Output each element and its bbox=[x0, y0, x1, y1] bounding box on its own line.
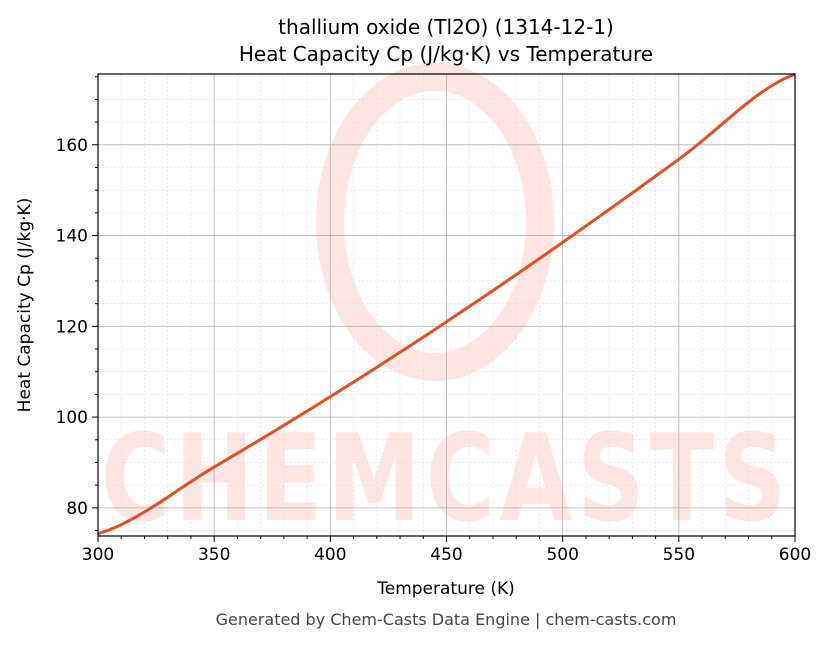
y-tick-label: 120 bbox=[56, 317, 88, 337]
x-tick-label: 600 bbox=[779, 545, 811, 565]
y-tick-label: 160 bbox=[56, 136, 88, 156]
series-line bbox=[97, 72, 796, 536]
y-axis-label: Heat Capacity Cp (J/kg·K) bbox=[15, 198, 35, 413]
watermark-logo bbox=[316, 63, 554, 381]
watermark-text: CHEMCASTS bbox=[101, 410, 791, 549]
x-tick-label: 500 bbox=[546, 545, 578, 565]
x-tick-label: 300 bbox=[82, 545, 114, 565]
x-tick-label: 400 bbox=[314, 545, 346, 565]
x-tick-label: 350 bbox=[198, 545, 230, 565]
x-tick-label: 550 bbox=[663, 545, 695, 565]
chart-title: thallium oxide (Tl2O) (1314-12-1) bbox=[278, 15, 614, 39]
plot-frame bbox=[97, 73, 796, 537]
watermark: CHEMCASTS bbox=[101, 63, 791, 549]
y-tick-label: 100 bbox=[56, 408, 88, 428]
x-tick-label: 450 bbox=[430, 545, 462, 565]
x-axis-label: Temperature (K) bbox=[376, 579, 515, 599]
footer-text: Generated by Chem-Casts Data Engine | ch… bbox=[216, 610, 677, 629]
y-tick-label: 80 bbox=[66, 499, 88, 519]
y-tick-label: 140 bbox=[56, 227, 88, 247]
chart-subtitle: Heat Capacity Cp (J/kg·K) vs Temperature bbox=[239, 42, 653, 66]
